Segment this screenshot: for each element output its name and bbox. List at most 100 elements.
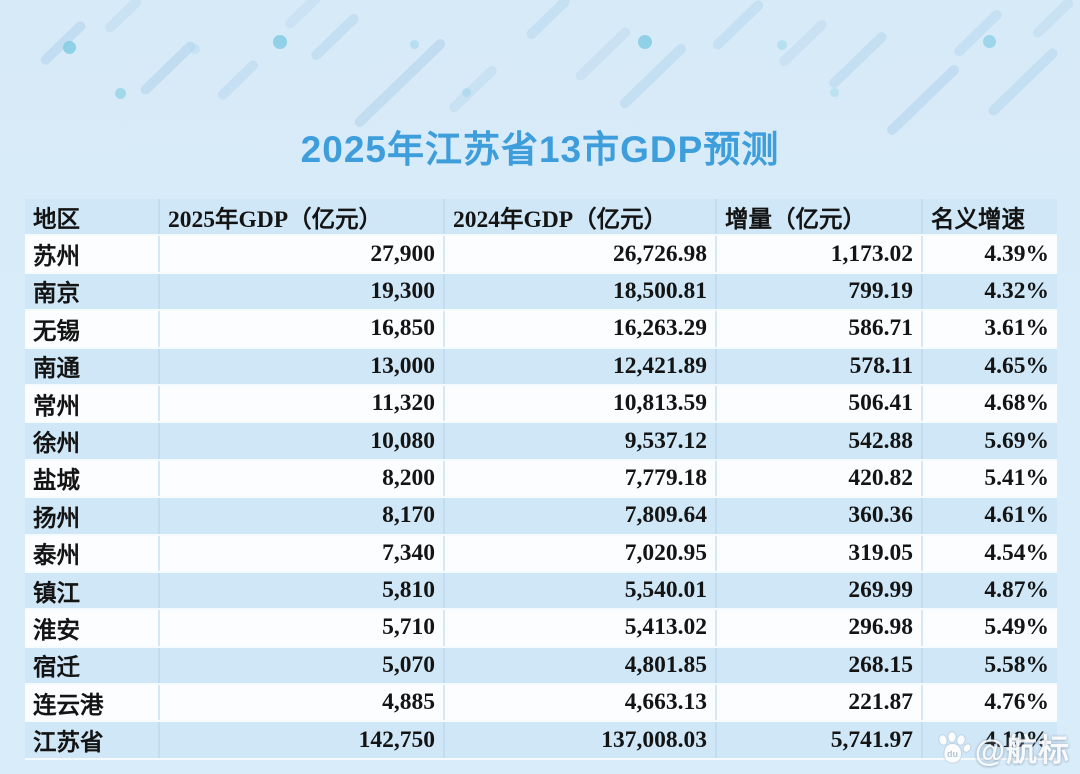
dot-decoration bbox=[462, 88, 471, 97]
value-cell: 542.88 bbox=[717, 423, 923, 459]
value-cell: 16,850 bbox=[160, 311, 445, 347]
column-header: 增量（亿元） bbox=[717, 199, 923, 235]
value-cell: 27,900 bbox=[160, 236, 445, 272]
stripe-decoration bbox=[309, 11, 361, 63]
dot-decoration bbox=[63, 41, 76, 54]
value-cell: 5,540.01 bbox=[445, 572, 717, 609]
value-cell: 7,779.18 bbox=[445, 460, 717, 497]
value-cell: 16,263.29 bbox=[445, 311, 717, 347]
value-cell: 12,421.89 bbox=[445, 348, 717, 384]
value-cell: 7,340 bbox=[160, 535, 445, 571]
table-row: 泰州 7,340 7,020.95 319.05 4.54% bbox=[25, 535, 1057, 573]
value-cell: 7,809.64 bbox=[445, 498, 717, 534]
value-cell: 578.11 bbox=[717, 348, 923, 384]
dot-decoration bbox=[410, 40, 419, 49]
value-cell: 10,080 bbox=[160, 423, 445, 459]
value-cell: 586.71 bbox=[717, 311, 923, 347]
value-cell: 8,170 bbox=[160, 498, 445, 534]
table-row: 江苏省 142,750 137,008.03 5,741.97 4.19% bbox=[25, 722, 1057, 760]
value-cell: 13,000 bbox=[160, 348, 445, 384]
dot-decoration bbox=[983, 35, 996, 48]
value-cell: 4.39% bbox=[984, 240, 1049, 267]
value-cell: 5.58% bbox=[984, 651, 1049, 678]
stripe-decoration bbox=[573, 25, 633, 83]
table-row: 无锡 16,850 16,263.29 586.71 3.61% bbox=[25, 311, 1057, 349]
dot-decoration bbox=[273, 35, 287, 49]
region-cell: 徐州 bbox=[25, 423, 160, 459]
table-row: 镇江 5,810 5,540.01 269.99 4.87% bbox=[25, 572, 1057, 611]
value-cell: 4.19% bbox=[984, 726, 1049, 753]
region-cell: 宿迁 bbox=[25, 647, 160, 684]
value-cell: 5,741.97 bbox=[717, 722, 923, 758]
value-cell: 137,008.03 bbox=[445, 722, 717, 758]
table-row: 苏州 27,900 26,726.98 1,173.02 4.39% bbox=[25, 236, 1057, 274]
region-cell: 盐城 bbox=[25, 460, 160, 497]
table-row: 常州 11,320 10,813.59 506.41 4.68% bbox=[25, 385, 1057, 424]
dot-decoration bbox=[115, 88, 126, 99]
stripe-decoration bbox=[102, 0, 144, 35]
value-cell: 5,070 bbox=[160, 647, 445, 684]
region-cell: 苏州 bbox=[25, 236, 160, 272]
dot-decoration bbox=[190, 44, 200, 54]
table-row: 淮安 5,710 5,413.02 296.98 5.49% bbox=[25, 610, 1057, 648]
value-cell: 269.99 bbox=[717, 572, 923, 609]
value-cell: 4.76% bbox=[984, 689, 1049, 716]
region-cell: 南京 bbox=[25, 273, 160, 310]
value-cell: 799.19 bbox=[717, 273, 923, 310]
table-row: 扬州 8,170 7,809.64 360.36 4.61% bbox=[25, 498, 1057, 536]
region-cell: 南通 bbox=[25, 348, 160, 384]
table-header-row: 地区 2025年GDP（亿元） 2024年GDP（亿元） 增量（亿元） 名义增速 bbox=[25, 199, 1057, 237]
value-cell: 1,173.02 bbox=[717, 236, 923, 272]
stripe-decoration bbox=[617, 41, 689, 111]
value-cell: 4.68% bbox=[984, 390, 1049, 417]
table-row: 南京 19,300 18,500.81 799.19 4.32% bbox=[25, 273, 1057, 312]
value-cell: 18,500.81 bbox=[445, 273, 717, 310]
value-cell: 5.49% bbox=[984, 614, 1049, 641]
stripe-decoration bbox=[986, 46, 1060, 118]
stripe-decoration bbox=[827, 30, 889, 90]
table-row: 盐城 8,200 7,779.18 420.82 5.41% bbox=[25, 460, 1057, 499]
dot-decoration bbox=[638, 35, 652, 49]
value-cell: 10,813.59 bbox=[445, 385, 717, 422]
table-body: 苏州 27,900 26,726.98 1,173.02 4.39% 南京 19,300 18… bbox=[25, 236, 1057, 760]
stripe-decoration bbox=[952, 7, 1004, 59]
value-cell: 5.41% bbox=[984, 464, 1049, 491]
region-cell: 镇江 bbox=[25, 572, 160, 609]
stripe-decoration bbox=[1030, 0, 1076, 40]
value-cell: 296.98 bbox=[717, 610, 923, 646]
column-header: 名义增速 bbox=[931, 206, 1025, 233]
value-cell: 4.54% bbox=[984, 539, 1049, 566]
table-row: 连云港 4,885 4,663.13 221.87 4.76% bbox=[25, 685, 1057, 723]
stripe-decoration bbox=[710, 0, 766, 52]
region-cell: 扬州 bbox=[25, 498, 160, 534]
value-cell: 5.69% bbox=[984, 427, 1049, 454]
region-cell: 淮安 bbox=[25, 610, 160, 646]
gdp-table: 地区 2025年GDP（亿元） 2024年GDP（亿元） 增量（亿元） 名义增速 苏州 2… bbox=[25, 199, 1057, 760]
value-cell: 221.87 bbox=[717, 685, 923, 721]
stripe-decoration bbox=[524, 0, 572, 42]
table-row: 南通 13,000 12,421.89 578.11 4.65% bbox=[25, 348, 1057, 386]
value-cell: 7,020.95 bbox=[445, 535, 717, 571]
value-cell: 26,726.98 bbox=[445, 236, 717, 272]
column-header: 2025年GDP（亿元） bbox=[160, 199, 445, 235]
value-cell: 4.61% bbox=[984, 502, 1049, 529]
dot-decoration bbox=[777, 40, 787, 50]
value-cell: 420.82 bbox=[717, 460, 923, 497]
value-cell: 142,750 bbox=[160, 722, 445, 758]
value-cell: 4,885 bbox=[160, 685, 445, 721]
value-cell: 5,710 bbox=[160, 610, 445, 646]
value-cell: 268.15 bbox=[717, 647, 923, 684]
region-cell: 江苏省 bbox=[25, 722, 160, 758]
stripe-decoration bbox=[282, 0, 324, 31]
dot-decoration bbox=[830, 88, 839, 97]
value-cell: 360.36 bbox=[717, 498, 923, 534]
value-cell: 4,801.85 bbox=[445, 647, 717, 684]
stripe-decoration bbox=[38, 19, 88, 67]
value-cell: 5,413.02 bbox=[445, 610, 717, 646]
stripe-decoration bbox=[215, 58, 261, 102]
stripe-decoration bbox=[352, 37, 448, 129]
page-title: 2025年江苏省13市GDP预测 bbox=[300, 129, 780, 170]
value-cell: 4.32% bbox=[984, 277, 1049, 304]
column-header: 地区 bbox=[25, 199, 160, 235]
value-cell: 8,200 bbox=[160, 460, 445, 497]
